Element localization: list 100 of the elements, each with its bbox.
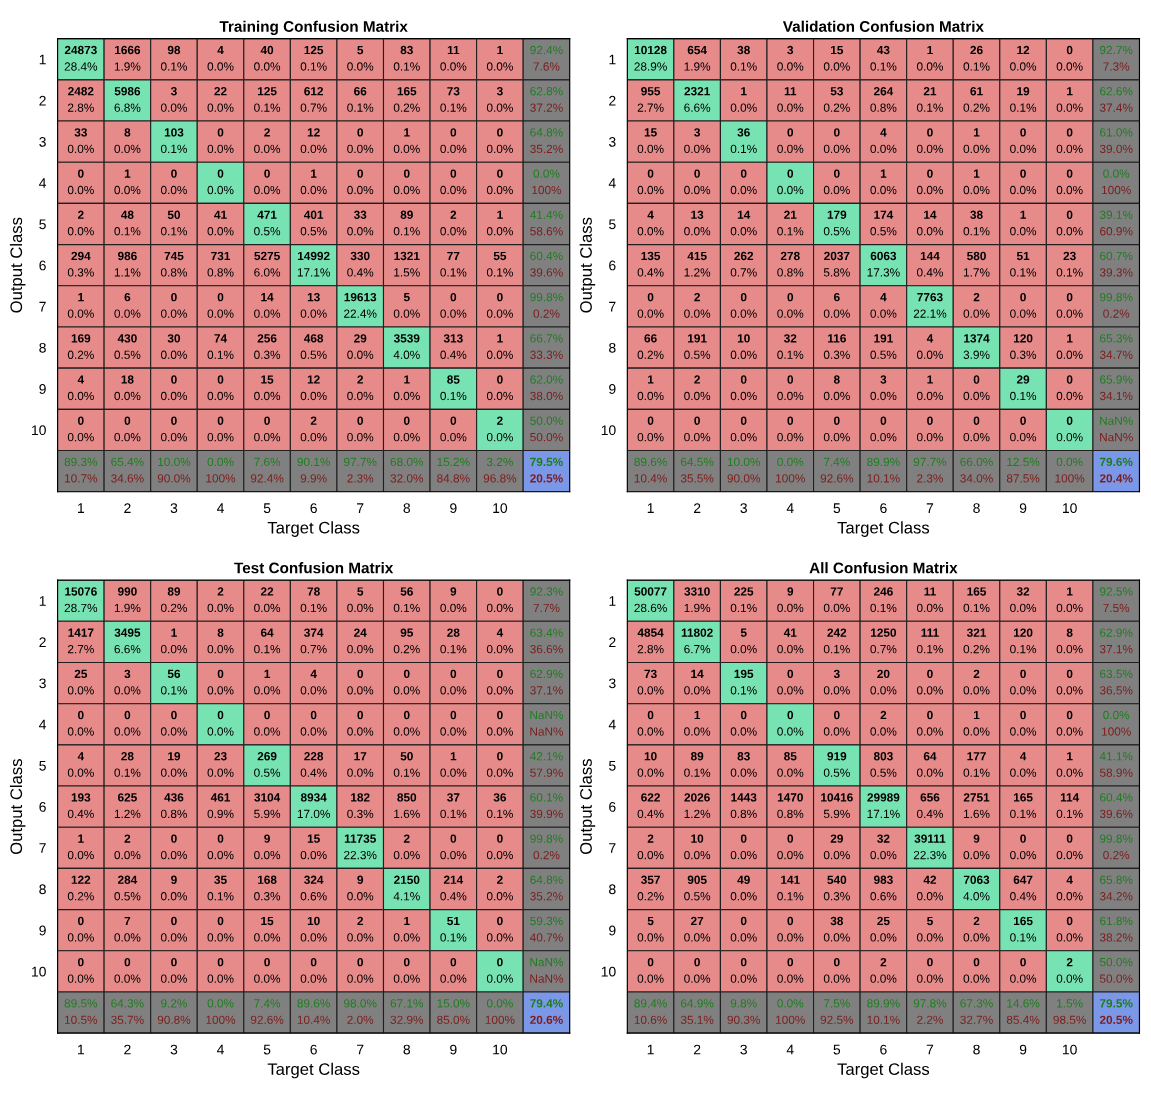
annotation: 0.0% (160, 309, 187, 318)
annotation: 98.5% (1053, 1015, 1086, 1024)
annotation: 0.0% (67, 933, 94, 942)
text: 34.1% (1099, 391, 1133, 401)
text: 58.6% (530, 227, 563, 236)
data-label: 2 (694, 375, 700, 384)
data-label: 4 (1019, 752, 1027, 761)
x-tick-label: 6 (880, 1044, 887, 1055)
annotation: 10.5% (65, 1015, 98, 1024)
text: 97.7% (913, 457, 947, 467)
y-tick-label: 6 (609, 260, 616, 271)
data-label: 242 (827, 628, 847, 637)
y-tick-label: 3 (39, 678, 46, 689)
y-tick-label: 9 (39, 925, 46, 936)
data-label: 0 (171, 834, 177, 843)
annotation: 0.1% (777, 227, 804, 236)
annotation: 0.5% (684, 892, 711, 901)
annotation: 0.0% (114, 933, 141, 942)
data-label: 4 (77, 375, 85, 384)
data-label: 5 (740, 628, 747, 637)
data-label: 195 (734, 669, 754, 679)
text: 39.9% (530, 809, 563, 819)
data-label: 21 (923, 87, 937, 96)
annotation: 0.1% (160, 686, 187, 695)
data-label: 1 (973, 710, 980, 720)
y-tick-label: 2 (609, 95, 616, 106)
data-label: 0 (497, 669, 503, 679)
y-tick-label: 3 (608, 136, 616, 147)
data-label: 0 (787, 128, 794, 137)
data-label: 0 (694, 416, 700, 425)
text: 20.5% (1099, 1015, 1133, 1024)
data-label: 0 (927, 128, 933, 137)
text: 36.5% (1099, 686, 1133, 695)
annotation: 0.0% (916, 227, 943, 236)
annotation: 0.0% (916, 603, 943, 613)
text: 65.9% (1100, 375, 1133, 384)
data-label: 0 (1066, 128, 1073, 137)
data-label: 11 (924, 587, 936, 596)
annotation: 0.0% (393, 974, 420, 983)
annotation: 0.0% (393, 432, 420, 442)
annotation: 0.4% (637, 268, 664, 277)
annotation: 0.0% (1010, 309, 1037, 318)
annotation: 0.0% (1056, 185, 1083, 195)
annotation: 0.1% (1010, 391, 1037, 401)
x-tick-label: 5 (263, 1044, 271, 1055)
text: 89.6% (634, 457, 667, 467)
text: NaN% (1100, 416, 1133, 425)
annotation: 0.0% (254, 603, 281, 613)
annotation: 0.3% (67, 268, 94, 277)
annotation: 0.0% (347, 644, 374, 654)
text: 60.4% (1100, 793, 1133, 802)
text: 41.1% (1099, 752, 1133, 761)
annotation: 85.4% (1006, 1015, 1040, 1024)
annotation: 0.1% (393, 768, 420, 777)
x-tick-label: 5 (833, 503, 841, 514)
annotation: 0.1% (160, 62, 187, 71)
annotation: 0.0% (963, 144, 990, 154)
annotation: 17.1% (867, 809, 900, 819)
data-label: 141 (781, 875, 800, 884)
data-label: 2 (357, 916, 364, 926)
data-label: 955 (641, 87, 661, 96)
annotation: 0.0% (730, 850, 757, 860)
text: NaN% (530, 710, 564, 720)
annotation: 0.0% (684, 185, 711, 195)
annotation: 0.0% (1056, 603, 1083, 613)
data-label: 0 (1020, 710, 1026, 720)
y-tick-label: 10 (601, 966, 616, 977)
annotation: 0.0% (114, 974, 141, 983)
annotation: 0.0% (160, 850, 187, 860)
annotation: 0.0% (963, 686, 990, 695)
annotation: 0.0% (440, 185, 467, 195)
annotation: 0.1% (440, 644, 467, 654)
annotation: 0.0% (637, 727, 664, 736)
data-label: 4854 (637, 628, 664, 637)
annotation: 0.0% (207, 144, 234, 154)
data-label: 8 (833, 375, 840, 384)
data-label: 0 (78, 916, 84, 926)
data-label: 357 (641, 875, 660, 884)
annotation: 97.8% (913, 999, 947, 1008)
annotation: 0.0% (1056, 144, 1083, 154)
annotation: 0.0% (114, 309, 141, 318)
data-label: 228 (304, 752, 324, 761)
x-axis-title: Target Class (837, 521, 930, 537)
annotation: 0.1% (730, 144, 757, 154)
data-label: 269 (257, 752, 277, 761)
data-label: 144 (920, 251, 940, 261)
data-label: 74 (214, 334, 228, 343)
data-label: 4 (310, 669, 317, 678)
annotation: 0.0% (440, 62, 467, 71)
data-label: 2 (973, 669, 980, 678)
data-label: 0 (834, 957, 840, 967)
annotation: 0.0% (823, 391, 850, 401)
y-tick-label: 5 (39, 219, 46, 230)
text: 92.3% (530, 587, 563, 596)
data-label: 5 (357, 587, 364, 596)
data-label: 2 (77, 210, 84, 219)
data-label: 4 (647, 210, 654, 219)
data-label: 0 (834, 128, 840, 137)
data-label: 10 (644, 752, 657, 761)
annotation: 0.4% (440, 350, 467, 359)
